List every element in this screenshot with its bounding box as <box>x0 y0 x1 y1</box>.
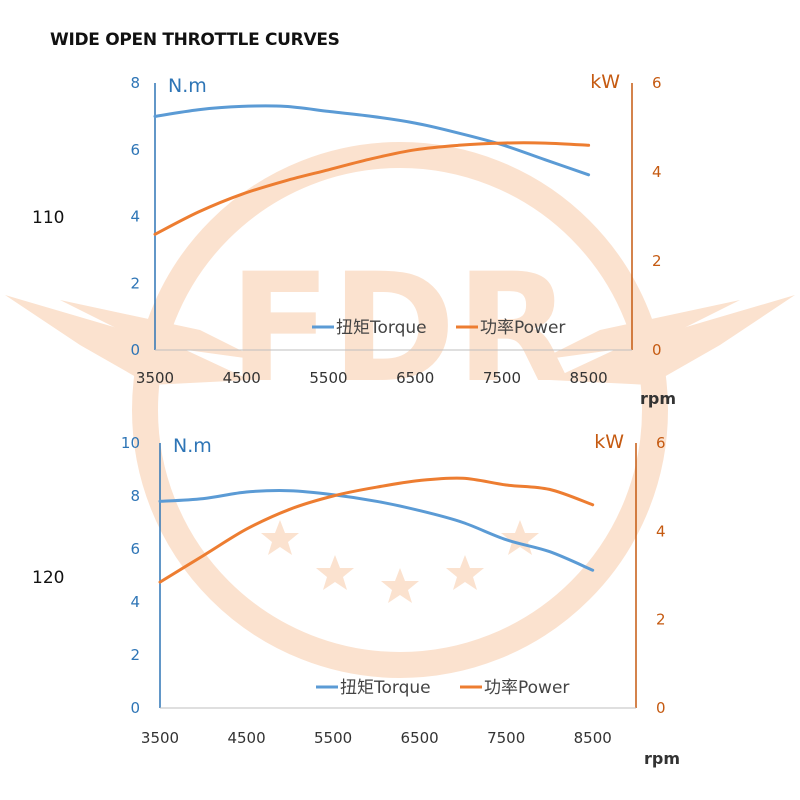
legend-entry-120: 扭矩Torque <box>340 678 431 698</box>
x-tick-label-120: 4500 <box>227 729 265 747</box>
power-line-120 <box>158 476 595 584</box>
legend-entry-110: 扭矩Torque <box>336 318 427 338</box>
y2-tick-label-110: 2 <box>652 252 662 270</box>
page-title: WIDE OPEN THROTTLE CURVES <box>50 30 340 50</box>
x-tick-label-110: 8500 <box>570 369 608 387</box>
chart-120: 0 2 4 6 8 10 0 2 4 6 3500 4500 5500 6500 7500 8500 N.m kW… <box>121 431 680 768</box>
y2-tick-label-120: 0 <box>656 699 666 717</box>
torque-line-110 <box>153 104 591 177</box>
x-axis-label-110: rpm <box>640 389 676 408</box>
model-label-110: 110 <box>32 208 65 228</box>
y-tick-label-110: 2 <box>130 274 140 292</box>
y-tick-label-120: 4 <box>130 593 140 611</box>
y-tick-label-120: 8 <box>130 487 140 505</box>
x-tick-label-120: 6500 <box>401 729 439 747</box>
y-tick-label-120: 2 <box>130 646 140 664</box>
chart-110: 0 2 4 6 8 0 2 4 6 3500 4500 5500 6500 7500 8500 N.m kW rp… <box>130 71 676 408</box>
y-tick-label-110: 6 <box>130 141 140 159</box>
x-tick-label-120: 8500 <box>574 729 612 747</box>
y-tick-label-120: 0 <box>130 699 140 717</box>
x-tick-label-110: 4500 <box>223 369 261 387</box>
power-line-110 <box>153 141 591 236</box>
y2-tick-label-110: 6 <box>652 74 662 92</box>
y-tick-label-120: 10 <box>121 434 140 452</box>
legend-entry-110: 功率Power <box>480 318 565 338</box>
y-tick-label-110: 8 <box>130 74 140 92</box>
x-tick-label-110: 7500 <box>483 369 521 387</box>
y2-tick-label-110: 0 <box>652 341 662 359</box>
y2-tick-label-120: 4 <box>656 522 666 540</box>
y2-axis-label-110: kW <box>590 71 620 93</box>
y-tick-label-120: 6 <box>130 540 140 558</box>
x-tick-label-120: 3500 <box>141 729 179 747</box>
y-tick-label-110: 0 <box>130 341 140 359</box>
x-tick-label-120: 7500 <box>487 729 525 747</box>
model-label-120: 120 <box>32 568 65 588</box>
y2-tick-label-120: 6 <box>656 434 666 452</box>
y2-tick-label-110: 4 <box>652 163 662 181</box>
y2-axis-label-120: kW <box>594 431 624 453</box>
x-axis-label-120: rpm <box>644 749 680 768</box>
x-tick-label-110: 3500 <box>136 369 174 387</box>
y-tick-label-110: 4 <box>130 208 140 226</box>
y2-tick-label-120: 2 <box>656 611 666 629</box>
y-axis-label-120: N.m <box>173 435 212 457</box>
x-tick-label-120: 5500 <box>314 729 352 747</box>
y-axis-label-110: N.m <box>168 75 207 97</box>
x-tick-label-110: 6500 <box>396 369 434 387</box>
legend-entry-120: 功率Power <box>484 678 569 698</box>
watermark-text: FDR <box>229 242 571 416</box>
x-tick-label-110: 5500 <box>309 369 347 387</box>
torque-line-120 <box>158 489 595 572</box>
